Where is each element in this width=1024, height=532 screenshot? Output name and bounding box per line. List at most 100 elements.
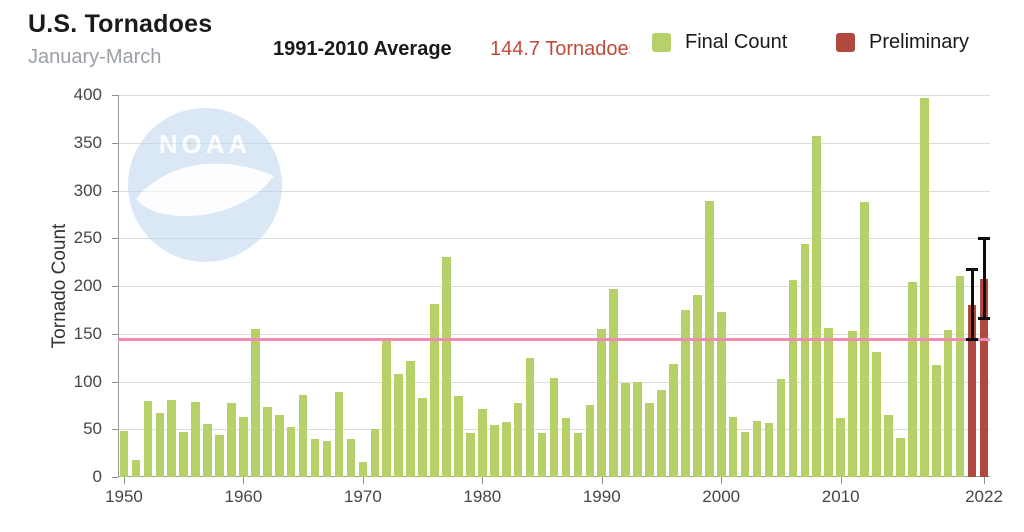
noaa-logo-text: NOAA: [159, 131, 251, 159]
bar-2016: [908, 282, 917, 477]
y-axis-tick: [112, 333, 118, 335]
bar-1958: [215, 434, 224, 477]
bar-1965: [298, 394, 308, 477]
bar-1995: [657, 390, 666, 477]
y-axis-tick: [112, 477, 118, 478]
x-axis-tick-label-2010: 2010: [821, 487, 860, 506]
y-axis-tick-label: 400: [73, 85, 102, 104]
x-axis-tick-label-2000: 2000: [702, 487, 741, 506]
gridline-200: [118, 286, 990, 287]
bar-1955: [179, 432, 188, 477]
bar-1957: [203, 423, 212, 477]
y-axis-tick-label: 100: [73, 371, 102, 391]
bar-2013: [872, 351, 881, 477]
bar-1962: [263, 407, 272, 477]
bar-1996: [669, 364, 678, 477]
x-axis-tick-label-1970: 1970: [343, 487, 382, 506]
x-axis-tick-1970: [362, 477, 364, 484]
bar-2005: [776, 378, 786, 477]
bar-1956: [191, 401, 200, 477]
x-axis-tick-1960: [243, 477, 245, 484]
y-axis-tick: [112, 286, 118, 287]
gridline-350: [118, 142, 990, 144]
final-count-swatch-icon: [652, 33, 671, 52]
bar-1950: [119, 431, 129, 477]
bar-1979: [466, 433, 475, 477]
bar-1998: [693, 294, 702, 477]
x-axis-tick-label-1960: 1960: [224, 487, 263, 506]
y-axis-tick-label: 200: [73, 276, 102, 295]
bar-1977: [442, 257, 451, 477]
bar-1964: [286, 427, 296, 477]
bar-1992: [621, 383, 630, 477]
error-bar-cap-bottom-2022: [977, 317, 991, 321]
y-axis-line: [118, 95, 119, 477]
gridline-300: [118, 190, 990, 192]
legend-label-preliminary: Preliminary: [869, 31, 970, 53]
bar-1960: [239, 416, 248, 477]
bar-1976: [430, 304, 439, 477]
bar-1951: [131, 459, 141, 477]
bar-1980: [478, 409, 487, 477]
bar-2020: [955, 276, 965, 477]
bar-2009: [824, 328, 834, 477]
bar-1967: [322, 440, 332, 477]
gridline-150: [118, 333, 990, 335]
y-axis-tick-label: 300: [73, 180, 102, 200]
y-axis-tick: [112, 142, 118, 144]
average-label: 1991-2010 Average: [273, 38, 452, 60]
bar-1968: [334, 392, 344, 477]
x-axis-tick-2010: [840, 477, 842, 484]
bar-1989: [585, 405, 595, 477]
bar-2008: [812, 136, 822, 477]
bar-2007: [800, 243, 810, 477]
bar-1952: [143, 400, 153, 477]
x-axis-tick-label-1950: 1950: [105, 487, 143, 506]
x-axis-tick-2022: [984, 477, 986, 484]
bar-1984: [525, 357, 535, 477]
error-bar-cap-top-2021: [965, 267, 979, 271]
y-axis-tick-label: 0: [92, 467, 102, 486]
bar-2014: [884, 414, 893, 477]
bar-2017: [920, 97, 929, 477]
bar-1997: [681, 309, 690, 477]
legend-label-final-count: Final Count: [685, 31, 788, 53]
bar-1981: [489, 425, 499, 477]
bar-1982: [501, 421, 511, 477]
bar-2000: [716, 311, 726, 477]
y-axis-tick: [112, 238, 118, 240]
chart-subtitle: January-March: [28, 46, 162, 68]
preliminary-swatch-icon: [836, 33, 855, 52]
error-bar-line-2022: [982, 238, 986, 320]
y-axis-tick: [112, 95, 118, 96]
x-axis-tick-1950: [123, 477, 125, 484]
bar-1990: [597, 328, 607, 477]
average-value: 144.7 Tornadoes: [490, 38, 630, 60]
bar-1993: [633, 382, 642, 477]
bar-2011: [848, 330, 857, 477]
bar-1986: [549, 377, 559, 477]
y-axis-tick: [112, 381, 118, 383]
bar-1975: [418, 397, 427, 477]
bar-1973: [394, 373, 403, 477]
x-axis-tick-label-1980: 1980: [463, 487, 502, 506]
bar-1991: [609, 288, 619, 477]
gridline-250: [118, 238, 990, 240]
bar-1988: [573, 433, 583, 477]
y-axis-tick-label: 150: [73, 323, 102, 343]
bar-1987: [561, 417, 571, 477]
bar-2015: [896, 437, 905, 477]
x-axis-tick-1980: [482, 477, 484, 484]
bar-2010: [836, 417, 845, 477]
legend-item-preliminary: Preliminary: [836, 31, 969, 54]
bar-1966: [310, 438, 320, 477]
bar-1963: [274, 414, 284, 477]
bar-1985: [537, 433, 547, 477]
gridline-400: [118, 95, 990, 96]
bar-1959: [227, 403, 236, 477]
bar-2019: [943, 329, 953, 477]
bar-1974: [406, 360, 415, 477]
bar-1994: [645, 402, 654, 477]
bar-2001: [728, 416, 738, 477]
bar-2004: [764, 422, 774, 477]
